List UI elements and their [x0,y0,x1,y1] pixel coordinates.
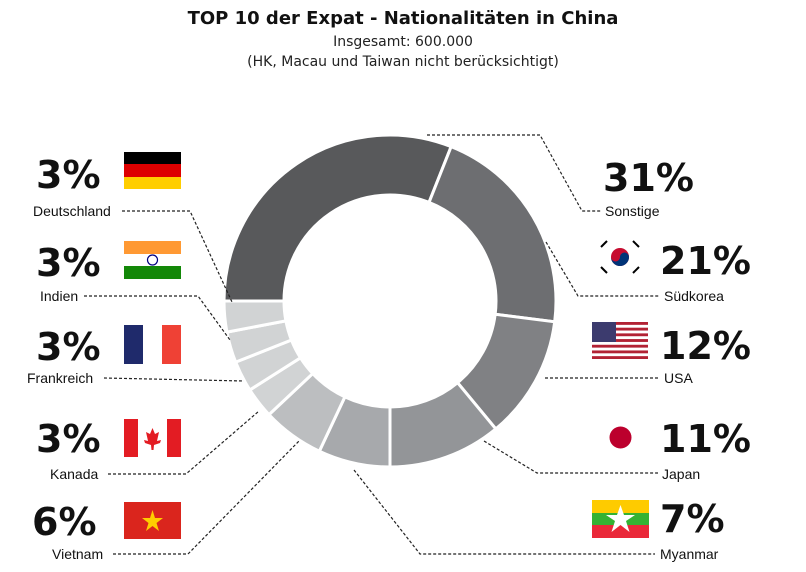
leader-line-frankreich [103,377,245,382]
leader-lines [84,134,660,555]
pct-frankreich: 3% [36,325,101,369]
flag-india-icon [124,241,181,279]
leader-line-kanada [108,410,260,475]
leader-line-myanmar [353,469,655,555]
slice-deutschland [222,299,288,334]
label-indien: Indien [40,288,79,304]
label-suedkorea: Südkorea [664,288,724,304]
label-frankreich: Frankreich [27,370,94,386]
label-kanada: Kanada [50,466,99,482]
flag-south-korea-icon [598,238,642,276]
pct-usa: 12% [660,324,751,368]
chart-title: TOP 10 der Expat - Nationalitäten in Chi… [187,8,619,29]
label-usa: USA [664,370,693,386]
pct-suedkorea: 21% [660,239,751,283]
pct-japan: 11% [660,417,751,461]
pct-deutschland: 3% [36,153,101,197]
flag-japan-icon [609,426,632,449]
flag-canada-icon [124,419,181,457]
chart-subtitle: Insgesamt: 600.000 [333,34,473,50]
leader-line-indien [84,295,231,341]
label-myanmar: Myanmar [660,546,719,562]
flag-germany-icon [124,152,181,189]
slice-sonstige [222,133,454,303]
leader-line-japan [483,440,658,474]
pct-indien: 3% [36,241,101,285]
label-vietnam: Vietnam [52,546,104,562]
flag-usa-icon [592,322,648,359]
pct-kanada: 3% [36,417,101,461]
label-deutschland: Deutschland [33,203,111,219]
leader-line-deutschland [122,210,233,303]
pct-sonstige: 31% [603,156,694,200]
leader-line-sonstige [427,134,602,212]
leader-line-vietnam [113,439,301,555]
label-sonstige: Sonstige [605,203,660,219]
leader-line-suedkorea [545,241,660,297]
pct-myanmar: 7% [660,497,725,541]
pct-vietnam: 6% [32,500,97,544]
flag-france-icon [124,325,181,364]
flag-vietnam-icon [124,502,181,539]
label-japan: Japan [662,466,701,482]
flag-myanmar-icon [592,500,649,538]
slice-südkorea [427,144,558,324]
chart-note: (HK, Macau und Taiwan nicht berücksichti… [247,54,559,70]
